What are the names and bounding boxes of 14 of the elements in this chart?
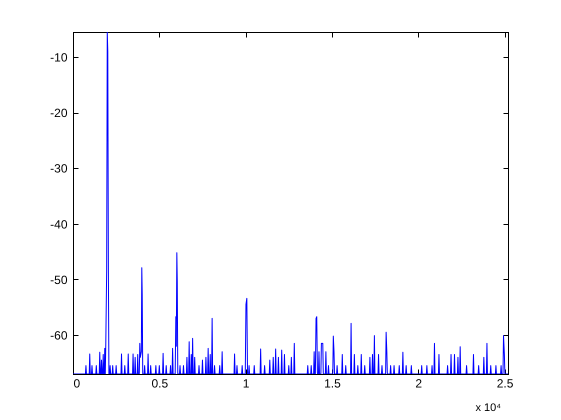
x-tick-label: 0 [74, 376, 80, 390]
y-tick-label: -20 [50, 106, 68, 120]
y-tick-label: -10 [50, 50, 68, 65]
x-tick-label: 2 [415, 376, 422, 390]
x-tick-label: 1 [242, 376, 250, 390]
x-tick-label: 2.5 [496, 376, 514, 390]
y-tick-label: -40 [50, 217, 68, 232]
y-tick-label: -30 [50, 162, 68, 176]
y-tick-label: -50 [50, 272, 68, 287]
text: x 10⁴ [475, 402, 501, 414]
y-tick-label: -60 [50, 328, 68, 343]
x-tick-label: 1.5 [324, 376, 342, 390]
x-tick-label: 0.5 [151, 376, 168, 390]
line-series [73, 32, 508, 374]
